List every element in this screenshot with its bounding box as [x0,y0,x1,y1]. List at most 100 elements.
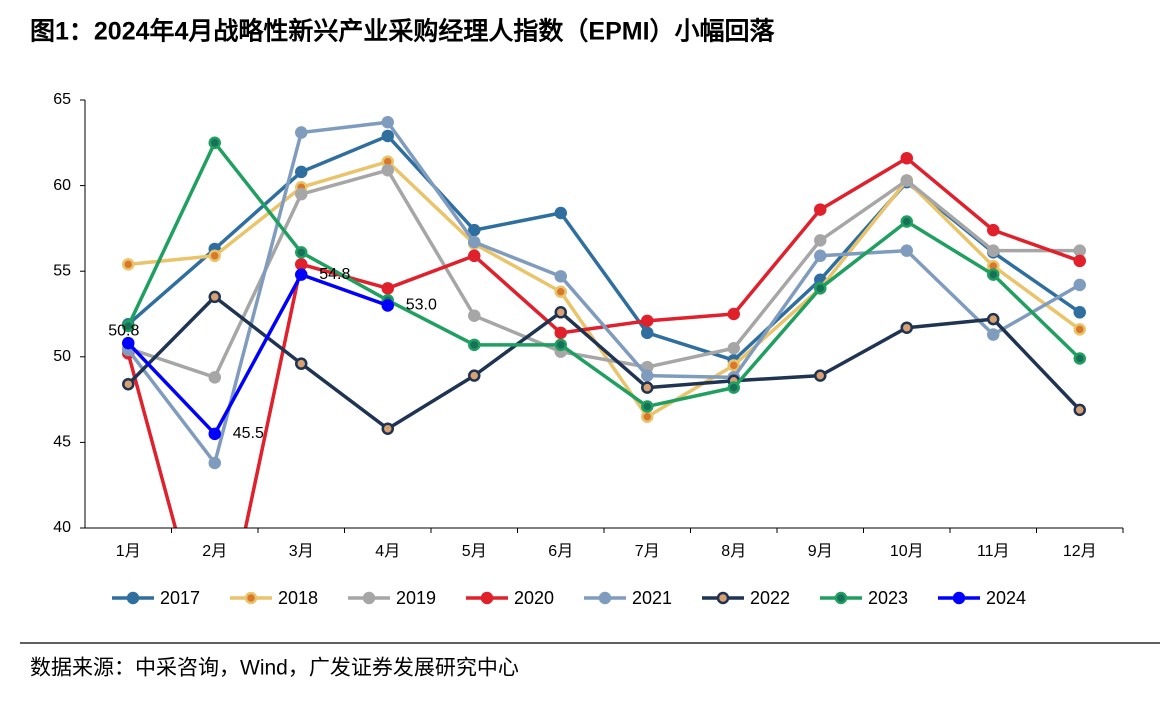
point-marker [295,357,308,370]
point-marker [641,369,654,382]
x-tick-label: 6月 [548,543,573,560]
point-marker [554,206,567,220]
x-tick-label: 3月 [289,543,314,560]
point-marker [727,381,740,394]
legend-label: 2022 [750,588,790,608]
point-marker [468,249,481,263]
legend-label: 2024 [986,588,1026,608]
point-marker [814,234,827,247]
point-marker [987,312,1000,326]
point-marker [814,203,827,216]
x-tick-label: 5月 [462,543,487,560]
y-tick-label: 65 [53,91,71,108]
point-marker [208,427,221,441]
point-marker [1073,323,1086,336]
point-marker [1073,254,1086,268]
point-marker [641,400,654,413]
point-marker [295,187,308,201]
point-marker [295,246,308,259]
point-marker [381,116,394,129]
point-marker [641,381,654,394]
legend-marker [598,591,612,605]
point-marker [554,306,567,319]
x-tick-label: 8月 [721,543,746,560]
legend-label: 2023 [868,588,908,608]
x-tick-label: 7月 [635,543,660,560]
point-marker [641,326,654,340]
legend-label: 2018 [278,588,318,608]
series-line [126,272,389,436]
point-marker [987,244,1000,257]
x-tick-label: 1月 [116,543,141,560]
point-marker [208,456,221,470]
point-marker [295,126,308,139]
x-tick-label: 4月 [375,543,400,560]
point-marker [381,422,394,435]
point-marker [295,258,308,271]
point-marker [814,249,827,263]
point-marker [900,151,913,165]
point-marker [727,359,740,372]
x-tick-label: 10月 [890,543,924,560]
point-marker [468,309,481,322]
legend-label: 2019 [396,588,436,608]
point-marker [295,165,308,179]
x-tick-label: 2月 [202,543,227,560]
point-marker [122,319,135,333]
point-marker [468,223,481,237]
legend-marker [952,591,966,605]
point-marker [468,369,481,382]
point-marker [208,290,221,304]
legend-marker [362,591,376,605]
point-marker [900,321,913,334]
x-tick-label: 12月 [1063,543,1097,560]
point-marker [381,282,394,295]
point-marker [1073,403,1086,417]
point-marker [554,338,567,352]
series-line [128,159,1081,419]
series-line [127,168,1080,380]
point-marker [900,215,913,228]
data-label: 50.8 [108,322,139,339]
legend-label: 2021 [632,588,672,608]
source-note: 数据来源：中采咨询，Wind，广发证券发展研究中心 [30,657,519,680]
point-marker [814,282,827,295]
point-marker [1073,278,1086,292]
point-marker [381,163,394,177]
point-marker [727,341,740,355]
point-marker [987,268,1000,281]
point-marker [554,270,567,283]
point-marker [727,307,740,321]
plot-area [122,116,1086,528]
point-marker [554,285,567,298]
point-marker [468,338,481,352]
point-marker [900,244,913,257]
legend-label: 2017 [160,588,200,608]
y-tick-label: 55 [53,262,71,279]
y-tick-label: 40 [53,519,71,536]
series-line [126,120,1081,465]
legend-marker [716,591,730,605]
point-marker [208,371,221,384]
point-marker [900,174,913,187]
legend-marker [834,591,848,605]
point-marker [208,136,221,150]
y-tick-label: 50 [53,348,71,365]
point-marker [1073,244,1086,257]
point-marker [208,249,221,263]
point-marker [641,314,654,328]
legend-marker [244,591,258,605]
point-marker [641,410,654,423]
point-marker [122,377,135,391]
point-marker [468,235,481,249]
y-tick-label: 60 [53,177,71,194]
point-marker [1073,352,1086,365]
point-marker [1073,306,1086,319]
chart-title: 图1：2024年4月战略性新兴产业采购经理人指数（EPMI）小幅回落 [30,17,776,46]
point-marker [381,129,394,143]
series-line [126,141,1081,409]
legend-marker [126,591,140,605]
point-marker [987,328,1000,341]
point-marker [122,258,135,271]
